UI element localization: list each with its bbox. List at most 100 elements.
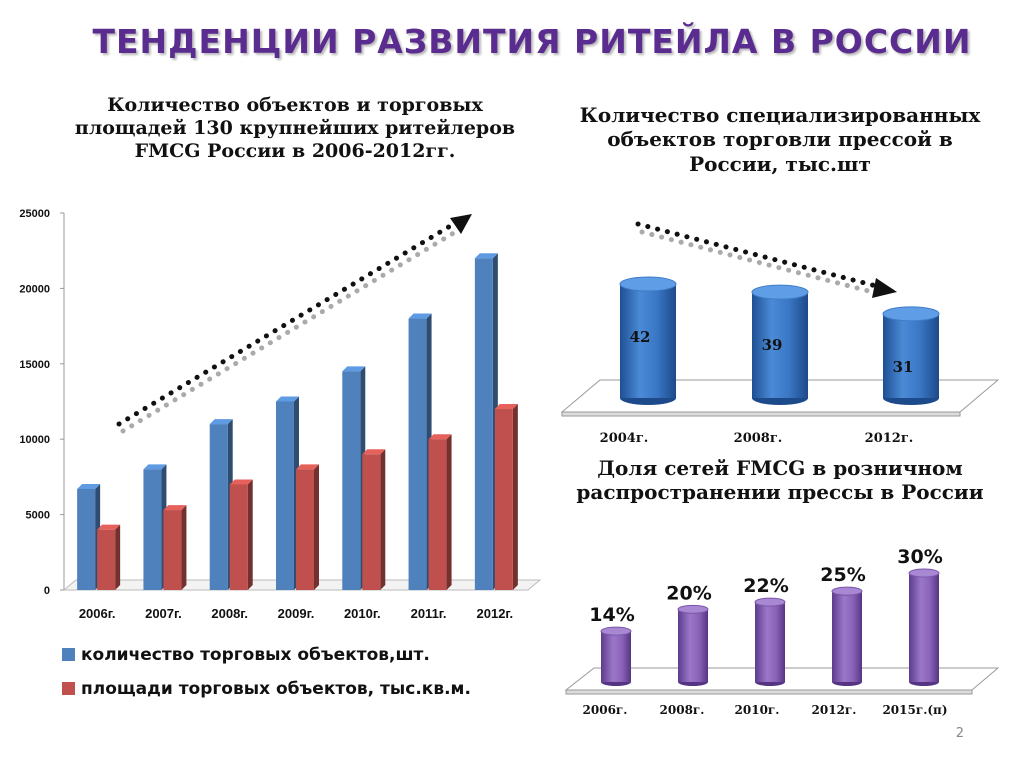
chart1-bar-count-front xyxy=(408,318,427,590)
page-number: 2 xyxy=(955,726,964,741)
chart3-cylinder xyxy=(831,586,863,686)
chart1-bar-area-side xyxy=(512,404,518,590)
chart1-bar-area-side xyxy=(115,524,121,590)
chart2-cylinder-body xyxy=(883,313,939,398)
chart1-bar-area-front xyxy=(163,510,182,590)
chart1-bar-count-top xyxy=(209,419,233,425)
chart3-data-label: 20% xyxy=(666,582,711,604)
chart1-bar-area xyxy=(428,434,452,590)
chart1-bar-area-top xyxy=(296,464,319,470)
chart1-trend-arrowhead xyxy=(450,214,472,234)
chart2-trend-shadow xyxy=(639,229,887,298)
chart3-cylinder xyxy=(677,604,709,686)
chart3-cylinder xyxy=(908,568,940,686)
chart1-bar-area-top xyxy=(494,404,518,410)
chart2-cylinder xyxy=(882,306,940,405)
chart2-x-tick-label: 2004г. xyxy=(600,431,649,446)
chart3-cylinder-body xyxy=(909,573,939,682)
chart1-y-tick-label: 15000 xyxy=(19,359,50,371)
chart3-x-tick-label: 2010г. xyxy=(735,703,780,717)
chart2-group: 42 2004г. 39 2008г. 31 2012г. xyxy=(560,221,1000,446)
chart1-x-tick-label: 2009г. xyxy=(278,606,315,621)
chart1-bar-area-top xyxy=(163,505,187,511)
chart1-bar-count-top xyxy=(143,464,167,470)
chart1-bar-area-side xyxy=(380,449,386,590)
chart1-bar-area-front xyxy=(428,439,447,590)
chart1-bar-area-top xyxy=(97,524,121,530)
chart1-trend-dots xyxy=(116,216,465,427)
chart2-cylinder xyxy=(619,276,677,405)
chart2-cylinder xyxy=(751,284,809,405)
chart2-cylinder-body xyxy=(752,292,808,398)
chart1-bar-count xyxy=(342,366,366,590)
chart3-cylinder-top xyxy=(600,626,632,636)
chart1-bar-area-top xyxy=(428,434,452,440)
chart3-cylinder xyxy=(600,626,632,686)
chart3-x-tick-label: 2006г. xyxy=(583,703,628,717)
chart1-bar-area-side xyxy=(247,479,253,590)
chart1-bar-count-top xyxy=(77,483,101,489)
chart2-x-tick-label: 2012г. xyxy=(865,431,914,446)
chart3-data-label: 22% xyxy=(743,575,788,597)
chart1-bar-count xyxy=(209,419,233,590)
chart1-bar-area xyxy=(229,479,253,590)
chart3-cylinder-body xyxy=(755,602,785,682)
chart2-data-label: 39 xyxy=(762,336,783,354)
chart1-bar-count-front xyxy=(209,424,228,590)
chart3-cylinder-body xyxy=(678,609,708,682)
chart1-bar-count-front xyxy=(77,488,96,590)
chart1-x-tick-label: 2012г. xyxy=(477,606,514,621)
chart1-bar-area-side xyxy=(314,464,319,590)
chart1-bar-count xyxy=(474,253,498,591)
chart2-data-label: 42 xyxy=(630,328,651,346)
chart1-y-tick-label: 5000 xyxy=(26,510,50,522)
chart1-bar-area-top xyxy=(362,449,386,455)
chart1-bar-area-front xyxy=(296,469,314,590)
chart2-trend-dots xyxy=(635,221,883,290)
chart1-trend-shadow xyxy=(120,222,470,434)
legend-label-count: количество торговых объектов,шт. xyxy=(81,645,430,665)
chart1-bar-area xyxy=(494,404,518,590)
chart1-x-tick-label: 2011г. xyxy=(411,606,447,621)
chart1-bar-count-top xyxy=(474,253,498,259)
legend-item-count: количество торговых объектов,шт. xyxy=(62,645,430,665)
chart3-x-tick-label: 2015г.(п) xyxy=(882,703,947,717)
chart1-x-tick-label: 2006г. xyxy=(79,606,116,621)
chart3-cylinder xyxy=(754,597,786,686)
chart1-x-tick-label: 2008г. xyxy=(211,606,248,621)
chart1-bar-area xyxy=(296,464,319,590)
chart1-bar-count-front xyxy=(276,401,294,590)
chart1-bar-count-front xyxy=(342,371,361,590)
chart1-bar-area-top xyxy=(229,479,253,485)
chart1-bar-area-front xyxy=(229,484,248,590)
chart2-trend-arrowhead xyxy=(872,278,897,298)
chart1-x-tick-label: 2010г. xyxy=(344,606,381,621)
legend-swatch-red xyxy=(62,682,75,695)
legend-item-area: площади торговых объектов, тыс.кв.м. xyxy=(62,679,471,699)
chart1-bar-area-side xyxy=(181,505,187,590)
chart2-title: Количество специализированных объектов т… xyxy=(579,103,981,176)
chart1-bar-area-front xyxy=(97,529,116,590)
chart1-bar-count-front xyxy=(474,258,493,590)
chart1-bar-area-front xyxy=(494,409,513,590)
chart1-bar-count xyxy=(143,464,167,590)
chart2-cylinder-top xyxy=(882,306,940,322)
chart1-bar-count-top xyxy=(342,366,366,372)
chart1-bar-count-top xyxy=(408,313,432,319)
chart1-bar-count xyxy=(77,483,101,590)
chart1-bar-count-top xyxy=(276,396,299,402)
chart1-y-tick-label: 0 xyxy=(44,585,50,597)
chart3-title: Доля сетей FMCG в розничном распростране… xyxy=(576,456,984,505)
chart2-floor-edge xyxy=(561,411,961,417)
chart2-cylinder-top xyxy=(619,276,677,292)
slide-title: ТЕНДЕНЦИИ РАЗВИТИЯ РИТЕЙЛА В РОССИИ xyxy=(92,22,972,61)
chart1-title: Количество объектов и торговых площадей … xyxy=(74,94,516,163)
chart3-cylinder-body xyxy=(832,591,862,682)
legend-label-area: площади торговых объектов, тыс.кв.м. xyxy=(81,679,471,699)
legend-swatch-blue xyxy=(62,648,75,661)
chart1-bar-area-front xyxy=(362,454,381,590)
chart2-x-tick-label: 2008г. xyxy=(734,431,783,446)
chart1-bar-area xyxy=(97,524,121,590)
chart1-x-tick-label: 2007г. xyxy=(145,606,182,621)
chart3-data-label: 30% xyxy=(897,546,942,568)
